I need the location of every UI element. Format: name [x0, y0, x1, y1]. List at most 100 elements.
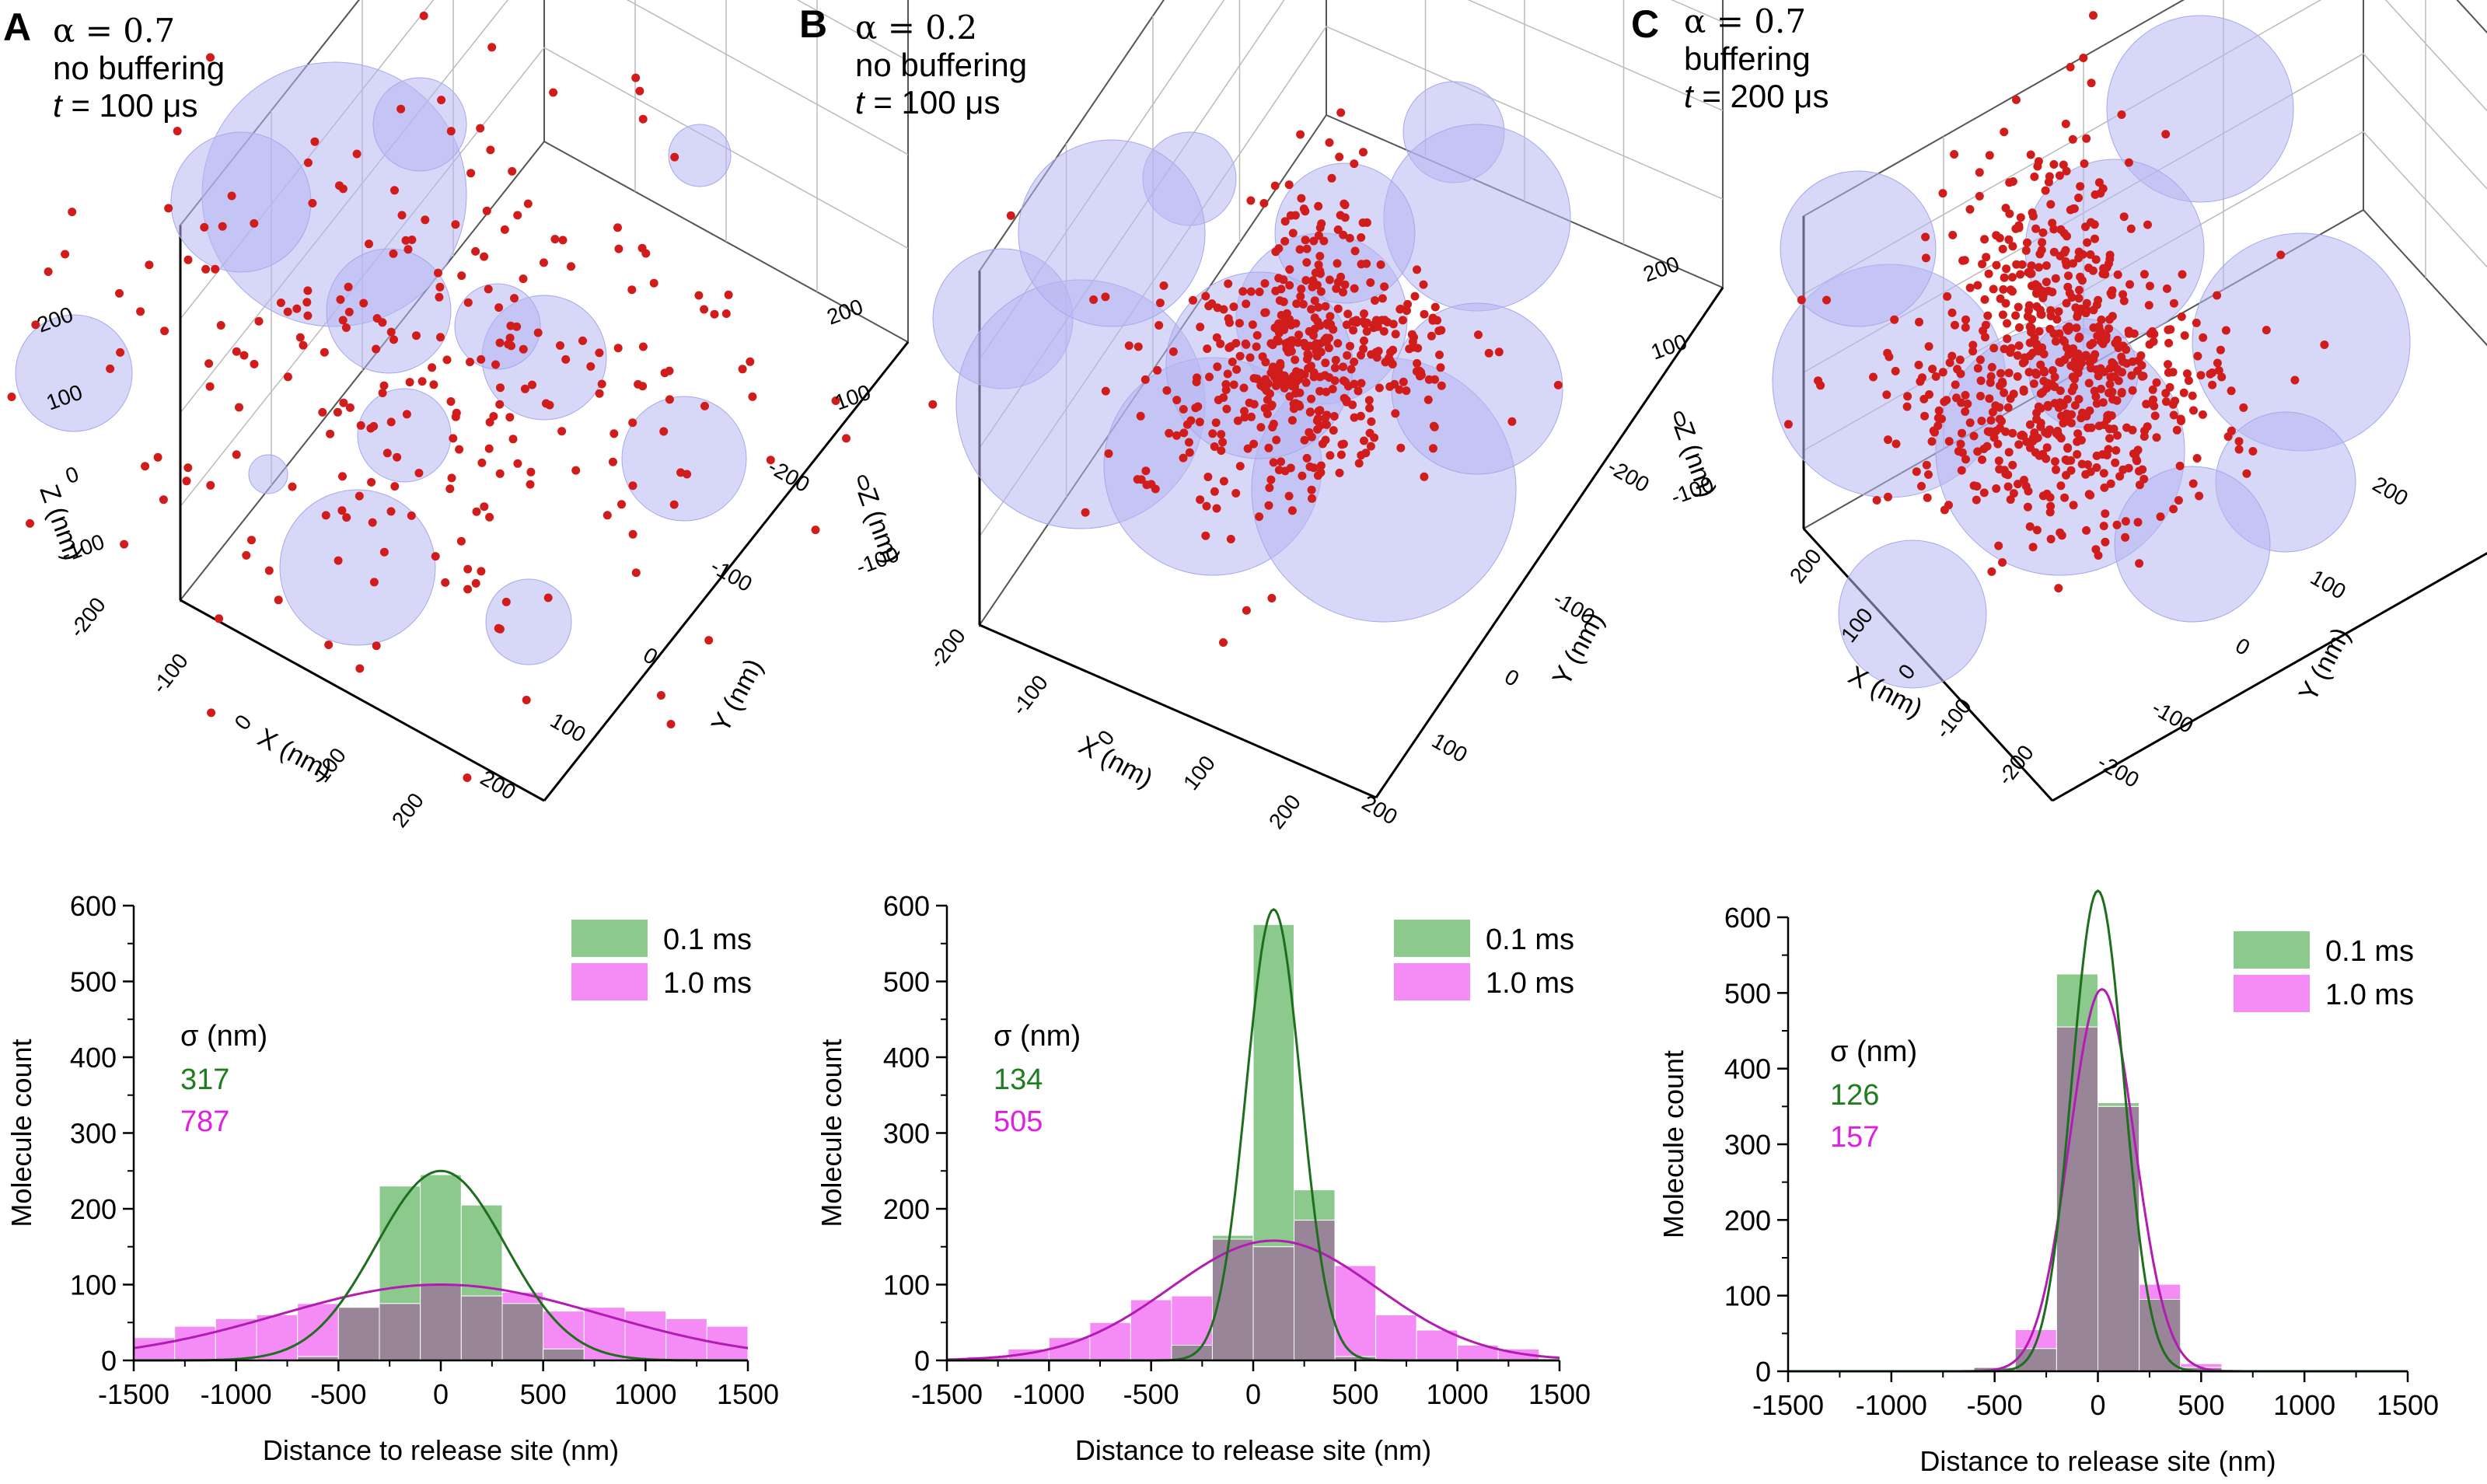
- molecule-dot: [2073, 429, 2083, 438]
- molecule-dots: [7, 11, 1015, 782]
- molecule-dot: [1924, 342, 1933, 351]
- molecule-dot: [2119, 296, 2129, 306]
- molecule-dot: [1267, 594, 1277, 602]
- x-axis-label: Distance to release site (nm): [1075, 1434, 1431, 1466]
- molecule-dot: [1980, 235, 1989, 244]
- molecule-dot: [2032, 414, 2042, 424]
- molecule-dot: [526, 480, 535, 489]
- molecule-dot: [660, 368, 669, 378]
- molecule-dot: [556, 341, 564, 350]
- molecule-dot: [1325, 275, 1334, 285]
- molecule-dot: [2119, 212, 2129, 222]
- molecule-dot: [2162, 284, 2171, 293]
- molecule-dot: [2003, 319, 2011, 328]
- molecule-dot: [1960, 256, 1969, 265]
- molecule-dot: [1245, 398, 1254, 407]
- molecule-dot: [1159, 281, 1168, 290]
- molecule-dot: [2242, 469, 2251, 478]
- molecule-dot: [2105, 389, 2113, 397]
- molecule-dot: [549, 88, 558, 97]
- molecule-dot: [1298, 299, 1308, 309]
- molecule-dot: [1981, 333, 1989, 342]
- molecule-dot: [1988, 407, 1997, 417]
- molecule-dot: [1295, 388, 1305, 397]
- molecule-dot: [389, 335, 398, 344]
- molecule-dot: [1365, 428, 1374, 438]
- molecule-dot: [2008, 242, 2017, 251]
- grid-line: [1803, 53, 2487, 373]
- molecule-dot: [1328, 385, 1337, 393]
- molecule-dot: [2168, 400, 2178, 409]
- molecule-dot: [2124, 463, 2133, 473]
- molecule-dot: [2066, 418, 2076, 428]
- y-axis-label: Molecule count: [816, 1039, 847, 1227]
- molecule-dot: [487, 43, 497, 52]
- molecule-dot: [2150, 411, 2160, 421]
- molecule-dot: [1890, 315, 1899, 324]
- molecule-dot: [1951, 320, 1959, 330]
- molecule-dot: [446, 397, 456, 406]
- y-tick-label: 100: [1724, 1280, 1771, 1312]
- bar-0.1ms: [1252, 924, 1295, 1248]
- molecule-dot: [274, 595, 283, 605]
- molecule-dot: [1211, 418, 1221, 428]
- y-tick-label: 100: [1428, 728, 1472, 767]
- molecule-dot: [1297, 194, 1306, 203]
- molecule-dot: [1313, 471, 1322, 480]
- molecule-dot: [1396, 443, 1406, 452]
- molecule-dot: [1403, 299, 1413, 309]
- molecule-dot: [2098, 450, 2107, 459]
- legend-label-0.1ms: 0.1 ms: [1486, 924, 1574, 956]
- molecule-dot: [1915, 317, 1923, 326]
- molecule-dot: [120, 539, 129, 549]
- molecule-dot: [1316, 347, 1326, 357]
- y-tick-label: -100: [707, 553, 756, 596]
- molecule-dot: [1986, 372, 1996, 381]
- molecule-dot: [435, 292, 444, 302]
- molecule-dot: [2088, 339, 2098, 347]
- molecule-dot: [1917, 481, 1926, 491]
- molecule-dot: [1424, 375, 1434, 384]
- molecule-dot: [495, 469, 505, 478]
- molecule-dot: [1274, 319, 1284, 328]
- molecule-dot: [2094, 178, 2104, 187]
- molecule-dot: [1360, 309, 1368, 318]
- molecule-dot: [1201, 292, 1210, 301]
- molecule-dot: [1331, 355, 1340, 365]
- molecule-dot: [390, 482, 400, 491]
- molecule-dot: [1252, 342, 1261, 351]
- molecule-dot: [1249, 439, 1259, 449]
- molecule-dot: [2098, 184, 2108, 194]
- molecule-dot: [1313, 424, 1322, 434]
- molecule-dot: [1249, 374, 1259, 383]
- molecule-dot: [232, 347, 241, 356]
- molecule-dot: [368, 518, 377, 527]
- molecule-dot: [1345, 233, 1354, 243]
- molecule-dot: [1986, 416, 1996, 425]
- molecule-dot: [641, 249, 651, 258]
- molecule-dot: [2070, 361, 2080, 369]
- molecule-dot: [700, 401, 709, 410]
- molecule-dot: [1302, 258, 1312, 267]
- molecule-dot: [1994, 541, 2003, 550]
- y-tick-label: 300: [70, 1118, 117, 1150]
- vesicle-sphere: [372, 77, 467, 172]
- y-tick-label: 100: [883, 1269, 930, 1301]
- molecule-dot: [1350, 358, 1359, 366]
- y-tick-label: -200: [1604, 454, 1654, 497]
- molecule-dot: [2025, 420, 2035, 429]
- molecule-dot: [2075, 285, 2084, 295]
- molecule-dot: [1006, 211, 1015, 220]
- molecule-dot: [710, 309, 719, 319]
- molecule-dot: [2043, 400, 2052, 410]
- molecule-dot: [1350, 413, 1359, 422]
- molecule-dot: [2018, 358, 2028, 368]
- molecule-dot: [1204, 302, 1214, 311]
- molecule-dot: [320, 347, 329, 357]
- molecule-dot: [1961, 407, 1970, 416]
- molecule-dot: [1294, 338, 1303, 347]
- molecule-dot: [2074, 395, 2084, 403]
- molecule-dot: [2117, 110, 2126, 119]
- molecule-dot: [1934, 406, 1944, 415]
- molecule-dot: [2035, 451, 2044, 460]
